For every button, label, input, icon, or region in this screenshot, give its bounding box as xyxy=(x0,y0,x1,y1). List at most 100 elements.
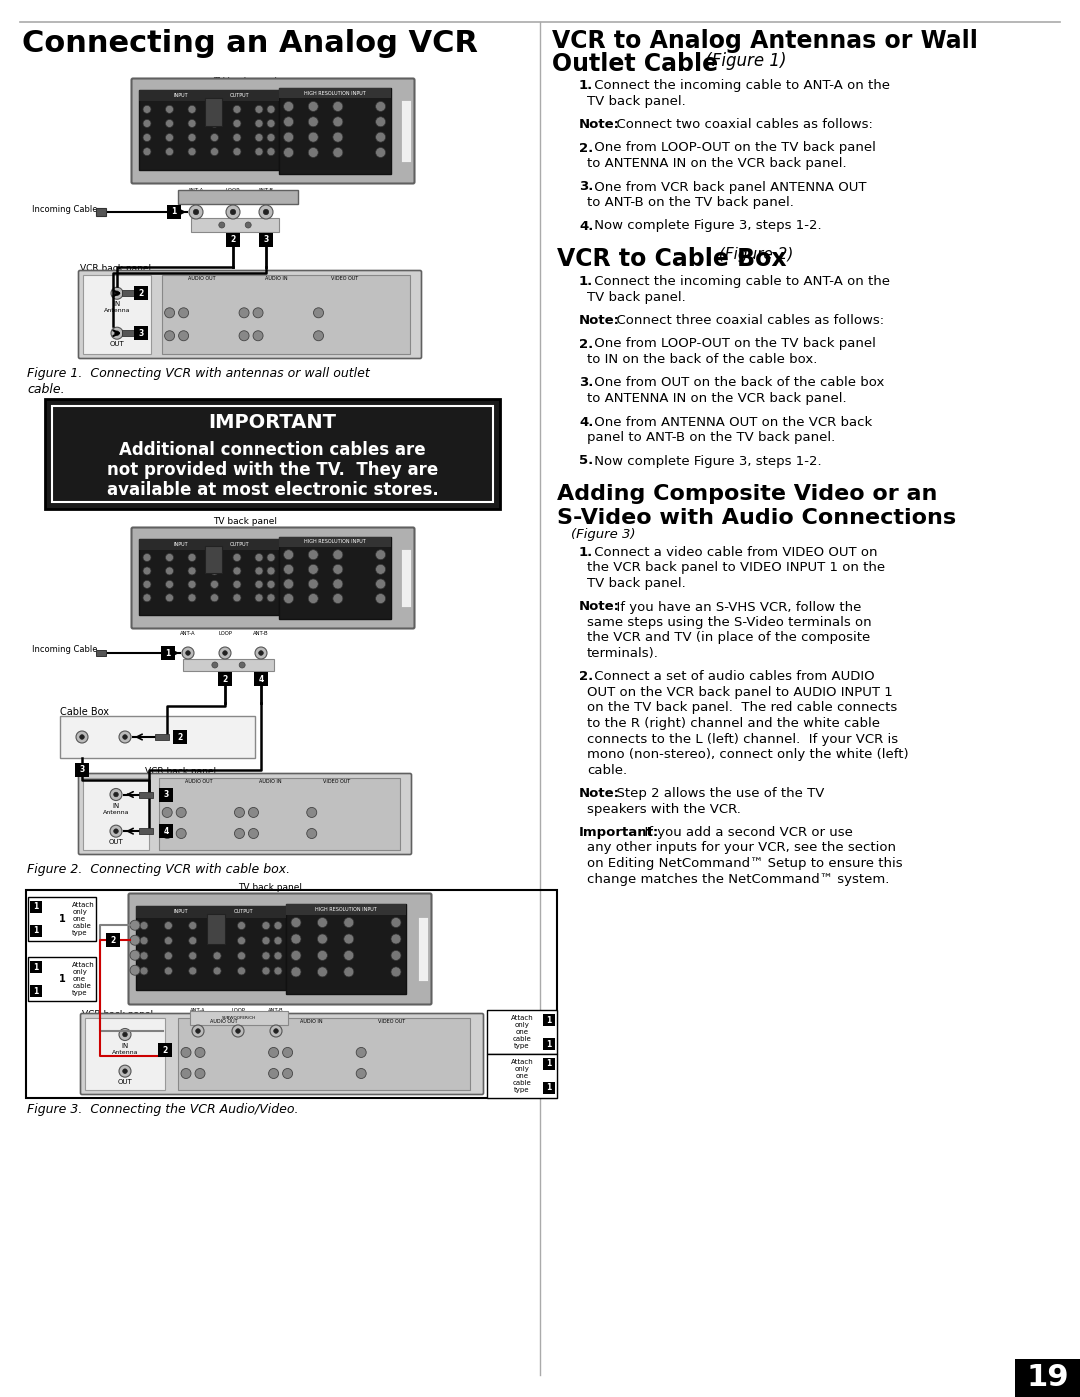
Circle shape xyxy=(76,731,87,743)
Bar xyxy=(139,91,279,170)
Circle shape xyxy=(313,331,324,341)
Text: Incoming Cable: Incoming Cable xyxy=(32,204,97,214)
Bar xyxy=(96,650,106,657)
Circle shape xyxy=(165,105,174,113)
Circle shape xyxy=(267,134,275,141)
Text: Note:: Note: xyxy=(579,787,620,800)
Text: Red: Red xyxy=(180,1056,197,1065)
Circle shape xyxy=(259,205,273,219)
Circle shape xyxy=(333,102,342,112)
Circle shape xyxy=(255,594,264,602)
Bar xyxy=(286,904,406,995)
Text: Now complete Figure 3, steps 1-2.: Now complete Figure 3, steps 1-2. xyxy=(591,454,822,468)
Text: Antenna: Antenna xyxy=(104,309,131,313)
Text: 3: 3 xyxy=(264,236,269,244)
Bar xyxy=(178,190,298,204)
Bar xyxy=(85,1018,165,1090)
Bar xyxy=(279,88,391,173)
Text: 2: 2 xyxy=(177,732,183,742)
Circle shape xyxy=(188,580,195,588)
Circle shape xyxy=(318,950,327,961)
Circle shape xyxy=(219,647,231,659)
Text: INPUT: INPUT xyxy=(174,909,188,914)
Text: VIDEO OUT: VIDEO OUT xyxy=(330,277,359,281)
Text: Connect two coaxial cables as follows:: Connect two coaxial cables as follows: xyxy=(607,117,873,131)
Circle shape xyxy=(188,594,195,602)
Circle shape xyxy=(234,807,244,817)
Circle shape xyxy=(333,148,342,158)
Text: OUT: OUT xyxy=(110,341,124,348)
Circle shape xyxy=(333,594,342,604)
Circle shape xyxy=(219,222,225,228)
Text: One from ANTENNA OUT on the VCR back: One from ANTENNA OUT on the VCR back xyxy=(591,415,873,429)
Text: 4.: 4. xyxy=(579,219,593,232)
Bar xyxy=(178,1018,470,1090)
Circle shape xyxy=(333,117,342,127)
Circle shape xyxy=(211,120,218,127)
Circle shape xyxy=(143,134,151,141)
Circle shape xyxy=(189,967,197,975)
Circle shape xyxy=(267,567,275,576)
Text: OUT on the VCR back panel to AUDIO INPUT 1: OUT on the VCR back panel to AUDIO INPUT… xyxy=(588,686,893,698)
Text: One from VCR back panel ANTENNA OUT: One from VCR back panel ANTENNA OUT xyxy=(591,180,867,194)
Text: Note:: Note: xyxy=(579,117,620,131)
Text: White: White xyxy=(180,1025,204,1035)
Circle shape xyxy=(376,578,386,590)
Text: Important:: Important: xyxy=(579,826,659,840)
Circle shape xyxy=(333,578,342,590)
Bar xyxy=(139,792,153,798)
Circle shape xyxy=(164,951,173,960)
Circle shape xyxy=(193,210,199,215)
Bar xyxy=(156,733,168,740)
Circle shape xyxy=(211,105,218,113)
Text: One from LOOP-OUT on the TV back panel: One from LOOP-OUT on the TV back panel xyxy=(591,338,876,351)
FancyBboxPatch shape xyxy=(132,78,415,183)
Circle shape xyxy=(130,965,140,975)
Circle shape xyxy=(238,967,245,975)
Circle shape xyxy=(267,148,275,155)
Circle shape xyxy=(111,288,123,299)
Bar xyxy=(60,717,255,759)
Circle shape xyxy=(376,102,386,112)
Circle shape xyxy=(164,967,173,975)
Circle shape xyxy=(188,105,195,113)
Text: VCR to Cable Box: VCR to Cable Box xyxy=(557,247,786,271)
Circle shape xyxy=(253,331,264,341)
Circle shape xyxy=(233,594,241,602)
Circle shape xyxy=(356,1048,366,1058)
Bar xyxy=(30,925,42,937)
Circle shape xyxy=(273,1028,279,1034)
Bar xyxy=(136,905,286,990)
Text: 1: 1 xyxy=(33,902,39,911)
Bar xyxy=(205,546,221,573)
Circle shape xyxy=(165,567,174,576)
Circle shape xyxy=(267,105,275,113)
Text: Step 2 allows the use of the TV: Step 2 allows the use of the TV xyxy=(607,787,824,800)
Circle shape xyxy=(143,553,151,562)
Circle shape xyxy=(213,967,221,975)
Bar xyxy=(30,901,42,912)
Text: OUT: OUT xyxy=(109,840,123,845)
Circle shape xyxy=(114,291,119,296)
Circle shape xyxy=(212,662,218,668)
Circle shape xyxy=(283,1069,293,1078)
Bar xyxy=(1015,1359,1080,1397)
Text: Connecting an Analog VCR: Connecting an Analog VCR xyxy=(22,29,478,59)
Circle shape xyxy=(140,937,148,944)
Circle shape xyxy=(165,120,174,127)
Circle shape xyxy=(284,564,294,574)
Bar xyxy=(279,536,391,619)
Text: VIDEO OUT: VIDEO OUT xyxy=(378,1018,405,1024)
Circle shape xyxy=(143,567,151,576)
Bar xyxy=(159,788,173,802)
Text: 1: 1 xyxy=(58,974,66,985)
Circle shape xyxy=(165,148,174,155)
Circle shape xyxy=(162,828,172,838)
Text: ANT-B: ANT-B xyxy=(253,631,269,636)
Circle shape xyxy=(284,549,294,560)
Text: 3.: 3. xyxy=(579,377,593,390)
Circle shape xyxy=(233,553,241,562)
Circle shape xyxy=(211,594,218,602)
Bar xyxy=(161,645,175,659)
Bar xyxy=(159,778,400,849)
